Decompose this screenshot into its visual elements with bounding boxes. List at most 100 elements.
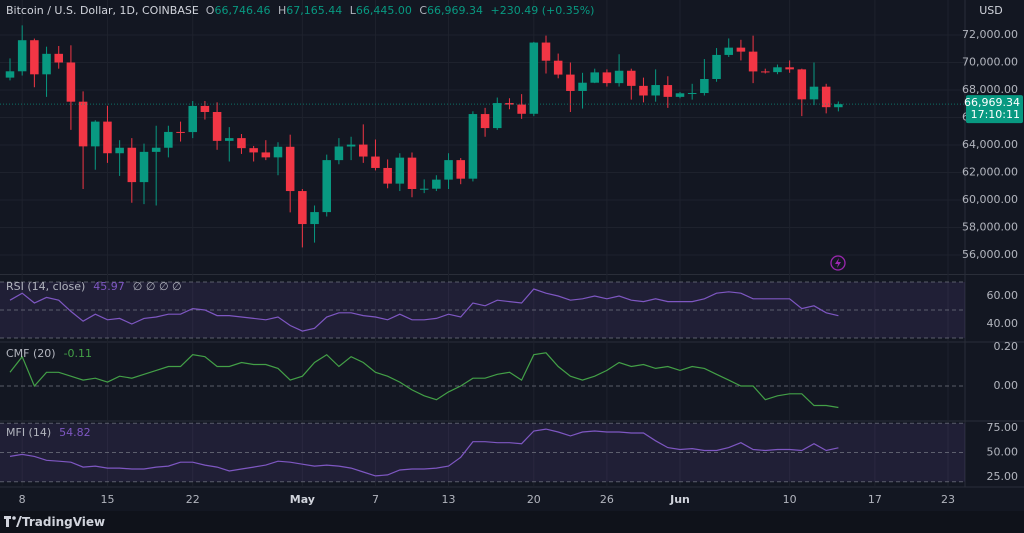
- candle-body: [809, 86, 819, 100]
- candle-body: [78, 101, 88, 147]
- candle-body: [736, 47, 746, 52]
- candle-body: [566, 74, 575, 91]
- candle-body: [687, 93, 697, 95]
- indicator-line: [9, 428, 839, 477]
- ohlc-value: 66,969.34: [427, 4, 484, 17]
- x-tick-label: 15: [100, 493, 114, 506]
- candle-body: [602, 72, 612, 84]
- ohlc-key: L: [349, 4, 356, 17]
- candle-body: [285, 146, 295, 192]
- candle-body: [298, 191, 307, 225]
- candle-body: [529, 42, 539, 114]
- candle-body: [541, 42, 551, 61]
- y-tick-label: 58,000.00: [962, 220, 1018, 233]
- candle-body: [590, 72, 599, 83]
- candle-body: [578, 82, 587, 91]
- candle-body: [151, 147, 161, 152]
- x-tick-label: Jun: [669, 493, 690, 506]
- candle-body: [614, 70, 624, 84]
- indicator-value: 45.97: [93, 280, 125, 293]
- symbol-header: Bitcoin / U.S. Dollar, 1D, COINBASE O66,…: [6, 4, 598, 17]
- x-tick-label: 8: [19, 493, 26, 506]
- change: +230.49 (+0.35%): [490, 4, 595, 17]
- chart: 8 15 22 May 7 13 20 26 Jun 10 17 23 72,000.00 70,000.…: [0, 0, 1024, 506]
- candle-body: [651, 85, 660, 96]
- candle-body: [444, 160, 453, 180]
- indicator-line: [9, 288, 839, 332]
- y-tick-label: 40.00: [987, 317, 1019, 330]
- candle-body: [785, 67, 794, 70]
- candle-body: [359, 144, 368, 157]
- y-tick-label: 60,000.00: [962, 193, 1018, 206]
- candle-body: [42, 53, 51, 75]
- candle-body: [176, 131, 185, 133]
- countdown-label: 17:10:11: [971, 108, 1020, 121]
- candle-body: [212, 111, 222, 141]
- candle-body: [5, 71, 15, 78]
- x-tick-label: May: [290, 493, 315, 506]
- candle-body: [724, 47, 733, 55]
- indicator-band: [0, 282, 965, 339]
- candle-body: [834, 104, 843, 108]
- candle-body: [17, 40, 27, 72]
- candle-body: [30, 40, 39, 75]
- candle-body: [395, 157, 405, 184]
- indicator-extra: ∅ ∅ ∅ ∅: [133, 280, 182, 293]
- candle-body: [249, 148, 258, 153]
- ohlc-key: C: [419, 4, 428, 17]
- ohlc-value: 67,165.44: [286, 4, 343, 17]
- x-tick-label: 23: [941, 493, 955, 506]
- y-tick-label: 68,000.00: [962, 83, 1018, 96]
- candle-body: [127, 147, 137, 183]
- candle-body: [115, 147, 124, 154]
- ohlc-key: O: [205, 4, 215, 17]
- indicator-band: [0, 423, 965, 482]
- alert-icon: [830, 255, 846, 271]
- candle-body: [797, 69, 807, 100]
- x-tick-label: 7: [372, 493, 379, 506]
- symbol: Bitcoin / U.S. Dollar, 1D, COINBASE: [6, 4, 199, 17]
- y-tick-label: 72,000.00: [962, 28, 1018, 41]
- logo: [4, 516, 22, 527]
- candle-body: [188, 105, 197, 133]
- y-tick-label: 75.00: [987, 421, 1019, 434]
- candle-body: [310, 212, 319, 225]
- candle-body: [761, 71, 770, 73]
- candle-body: [493, 103, 502, 129]
- candle-body: [66, 62, 76, 102]
- x-tick-label: 10: [783, 493, 797, 506]
- candle-body: [139, 151, 149, 183]
- currency-button[interactable]: USD: [979, 4, 1003, 17]
- candle-body: [675, 93, 685, 97]
- ohlc-value: 66,746.46: [214, 4, 271, 17]
- candle-body: [773, 67, 782, 73]
- footer: TradingView: [0, 511, 1024, 533]
- x-tick-label: 26: [600, 493, 614, 506]
- indicator-value: 54.82: [59, 426, 91, 439]
- candle-body: [419, 188, 429, 190]
- candle-body: [261, 152, 271, 158]
- x-tick-label: 20: [527, 493, 541, 506]
- candle-body: [432, 179, 441, 189]
- x-tick-label: 13: [442, 493, 456, 506]
- candle-body: [164, 131, 173, 148]
- candle-body: [237, 138, 246, 149]
- ohlc-key: H: [277, 4, 287, 17]
- x-tick-label: 17: [868, 493, 882, 506]
- candle-body: [748, 51, 758, 72]
- last-price-box: [966, 95, 1023, 124]
- y-tick-label: 56,000.00: [962, 248, 1018, 261]
- candle-body: [480, 114, 490, 129]
- ohlc-value: 66,445.00: [355, 4, 412, 17]
- candle-body: [334, 146, 344, 161]
- candle-body: [553, 60, 563, 75]
- y-tick-label: 50.00: [987, 445, 1019, 458]
- candle-body: [200, 105, 210, 112]
- candle-body: [273, 146, 283, 158]
- candle-body: [821, 86, 831, 108]
- candle-body: [54, 53, 63, 63]
- candle-body: [407, 157, 417, 189]
- y-tick-label: 60.00: [987, 289, 1019, 302]
- y-tick-label: 64,000.00: [962, 138, 1018, 151]
